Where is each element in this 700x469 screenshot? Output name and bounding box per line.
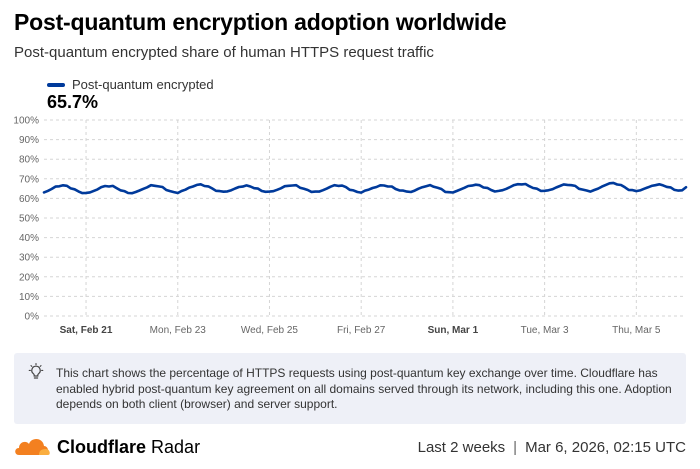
y-tick-label: 30% <box>19 253 39 264</box>
date-range-label: Last 2 weeks <box>417 439 506 456</box>
x-tick-label: Mon, Feb 23 <box>150 325 207 336</box>
series-line-post-quantum[interactable] <box>42 181 688 195</box>
chart-subtitle: Post-quantum encrypted share of human HT… <box>14 44 434 61</box>
y-tick-label: 50% <box>19 214 39 225</box>
y-tick-label: 60% <box>19 194 39 205</box>
y-tick-label: 0% <box>25 312 40 323</box>
cloudflare-logo-icon <box>15 438 50 455</box>
brand-name: Cloudflare <box>57 437 147 457</box>
legend-swatch <box>47 82 65 87</box>
x-tick-label: Wed, Feb 25 <box>241 325 299 336</box>
x-tick-label: Fri, Feb 27 <box>337 325 386 336</box>
legend[interactable]: Post-quantum encrypted <box>47 77 214 92</box>
y-axis: 0% 10% 20% 30% 40% 50% 60% 70% 80% 90% 100% <box>13 116 39 323</box>
series-layer <box>42 181 688 195</box>
current-value: 65.7% <box>47 92 99 112</box>
y-tick-label: 70% <box>19 174 39 185</box>
y-tick-label: 90% <box>19 135 39 146</box>
x-tick-label: Tue, Mar 3 <box>521 325 569 336</box>
info-note: This chart shows the percentage of HTTPS… <box>14 353 686 424</box>
footer-meta: Last 2 weeks | Mar 6, 2026, 02:15 UTC <box>418 439 686 456</box>
y-tick-label: 10% <box>19 292 39 303</box>
line-chart[interactable]: 0% 10% 20% 30% 40% 50% 60% 70% 80% 90% 100% Sat, F… <box>0 0 700 345</box>
timestamp-label: Mar 6, 2026, 02:15 UTC <box>525 439 686 456</box>
lightbulb-icon <box>28 363 44 379</box>
x-tick-label: Thu, Mar 5 <box>612 325 661 336</box>
x-axis: Sat, Feb 21 Mon, Feb 23 Wed, Feb 25 Fri, Fe… <box>60 325 661 336</box>
brand[interactable]: Cloudflare Radar <box>57 437 200 458</box>
brand-product: Radar <box>151 437 201 457</box>
footer-separator: | <box>513 439 518 456</box>
grid <box>44 119 686 317</box>
y-tick-label: 40% <box>19 233 39 244</box>
chart-title: Post-quantum encryption adoption worldwi… <box>14 9 507 35</box>
note-text: This chart shows the percentage of HTTPS… <box>56 366 672 411</box>
y-tick-label: 80% <box>19 155 39 166</box>
y-tick-label: 100% <box>13 116 39 127</box>
legend-label: Post-quantum encrypted <box>72 77 214 92</box>
x-tick-label: Sat, Feb 21 <box>60 325 113 336</box>
y-tick-label: 20% <box>19 272 39 283</box>
x-tick-label: Sun, Mar 1 <box>428 325 479 336</box>
